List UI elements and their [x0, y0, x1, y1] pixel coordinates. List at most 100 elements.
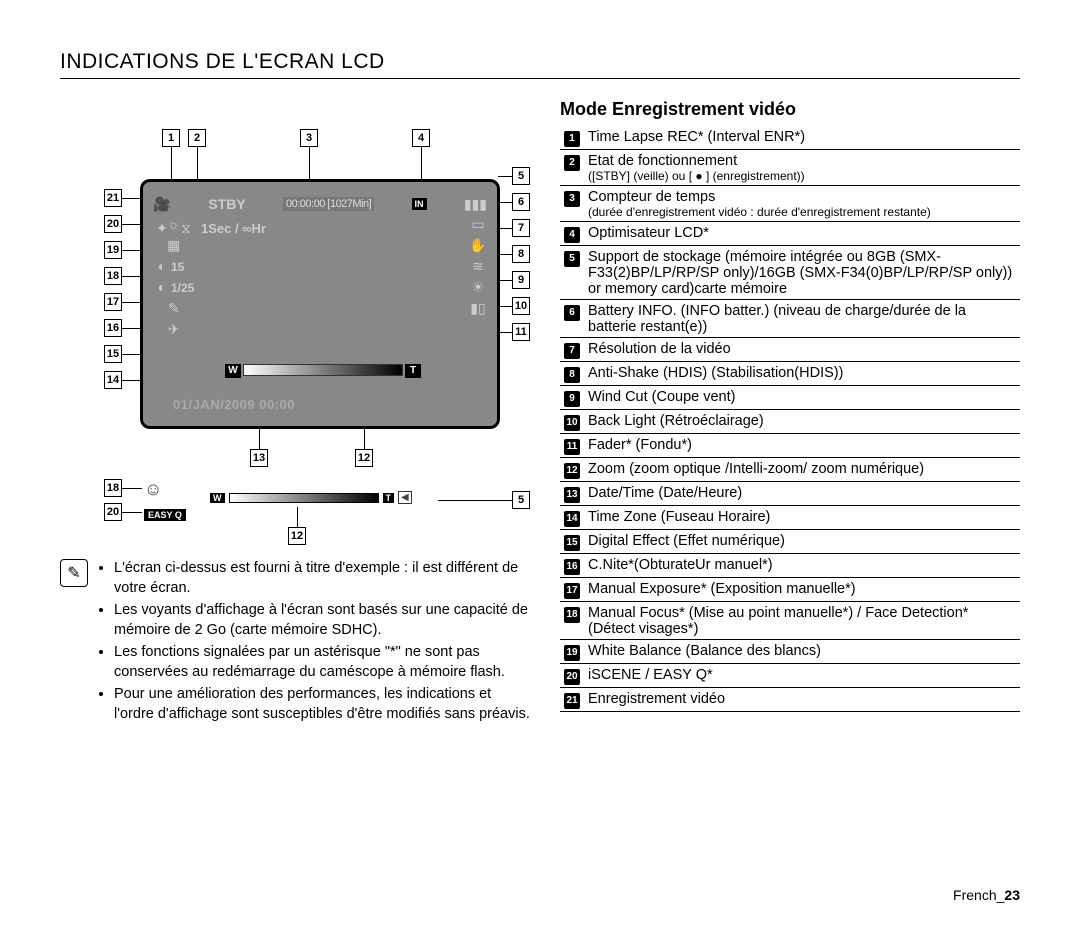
- leader: [498, 176, 512, 177]
- callout-4: 4: [412, 129, 430, 147]
- item-number-badge: 7: [564, 343, 580, 359]
- note-item: Les voyants d'affichage à l'écran sont b…: [114, 601, 530, 640]
- callout-13: 13: [250, 449, 268, 467]
- item-number-cell: 21: [560, 688, 584, 712]
- exposure-icon: ◐: [153, 258, 171, 274]
- item-number-badge: 19: [564, 645, 580, 661]
- item-number-badge: 3: [564, 191, 580, 207]
- time-counter: 00:00:00 [1027Min]: [283, 197, 374, 211]
- notes-list: L'écran ci-dessus est fourni à titre d'e…: [98, 559, 530, 728]
- item-text-cell: White Balance (Balance des blancs): [584, 640, 1020, 664]
- leader: [498, 332, 512, 333]
- item-text-cell: Fader* (Fondu*): [584, 434, 1020, 458]
- leader: [122, 250, 142, 251]
- mini-zoom-row: W T ◀: [210, 491, 412, 504]
- item-row: 13Date/Time (Date/Heure): [560, 482, 1020, 506]
- leader: [498, 202, 512, 203]
- item-text-cell: Zoom (zoom optique /Intelli-zoom/ zoom n…: [584, 458, 1020, 482]
- timelapse-text: 1Sec / ∞Hr: [201, 221, 266, 236]
- callout-3: 3: [300, 129, 318, 147]
- item-row: 5Support de stockage (mémoire intégrée o…: [560, 246, 1020, 300]
- leader: [122, 512, 142, 513]
- item-number-cell: 4: [560, 222, 584, 246]
- mf-icon: ▦: [153, 237, 194, 253]
- leader: [122, 276, 142, 277]
- item-row: 20iSCENE / EASY Q*: [560, 664, 1020, 688]
- stby-label: STBY: [208, 196, 245, 212]
- item-row: 14Time Zone (Fuseau Horaire): [560, 506, 1020, 530]
- item-text-cell: Battery INFO. (INFO batter.) (niveau de …: [584, 300, 1020, 338]
- item-number-badge: 9: [564, 391, 580, 407]
- leader: [122, 224, 142, 225]
- cnite-value: 15: [171, 260, 184, 274]
- item-row: 3Compteur de temps(durée d'enregistremen…: [560, 186, 1020, 222]
- callout-16: 16: [104, 319, 122, 337]
- exposure-row: ◐15: [153, 258, 194, 274]
- note-icon: ✎: [60, 559, 88, 587]
- item-row: 2Etat de fonctionnement([STBY] (veille) …: [560, 150, 1020, 186]
- leader: [122, 198, 142, 199]
- item-text-cell: Support de stockage (mémoire intégrée ou…: [584, 246, 1020, 300]
- leader: [498, 228, 512, 229]
- item-text-cell: Manual Exposure* (Exposition manuelle*): [584, 578, 1020, 602]
- shutter-value: 1/25: [171, 281, 194, 295]
- item-text-cell: Time Zone (Fuseau Horaire): [584, 506, 1020, 530]
- callout-20: 20: [104, 215, 122, 233]
- item-number-badge: 6: [564, 305, 580, 321]
- shutter-icon: ◐: [153, 279, 171, 295]
- fader-icon: ▮▯: [469, 300, 487, 316]
- callout-mini-20: 20: [104, 503, 122, 521]
- item-text-cell: Enregistrement vidéo: [584, 688, 1020, 712]
- item-text-cell: Manual Focus* (Mise au point manuelle*) …: [584, 602, 1020, 640]
- leader: [297, 507, 298, 527]
- item-subtext: ([STBY] (veille) ou [ ● ] (enregistremen…: [588, 169, 1016, 183]
- item-text-cell: iSCENE / EASY Q*: [584, 664, 1020, 688]
- item-text-cell: C.Nite*(ObturateUr manuel*): [584, 554, 1020, 578]
- item-number-badge: 18: [564, 607, 580, 623]
- lcd-screen: 🎥 STBY 00:00:00 [1027Min] IN ▮▮▮ ✦ ⧖ 1Se…: [140, 179, 500, 429]
- item-number-badge: 1: [564, 131, 580, 147]
- item-number-badge: 14: [564, 511, 580, 527]
- item-number-cell: 7: [560, 338, 584, 362]
- battery-icon: ▮▮▮: [464, 196, 487, 212]
- callout-17: 17: [104, 293, 122, 311]
- footer-lang: French: [953, 887, 997, 903]
- item-row: 12Zoom (zoom optique /Intelli-zoom/ zoom…: [560, 458, 1020, 482]
- callout-mini-12: 12: [288, 527, 306, 545]
- item-number-cell: 14: [560, 506, 584, 530]
- callout-11: 11: [512, 323, 530, 341]
- section-title: INDICATIONS DE L'ECRAN LCD: [60, 50, 1020, 79]
- mini-card-icon: ◀: [398, 491, 412, 504]
- item-number-cell: 16: [560, 554, 584, 578]
- item-row: 19White Balance (Balance des blancs): [560, 640, 1020, 664]
- item-number-cell: 18: [560, 602, 584, 640]
- res-icon: ▭: [469, 216, 487, 232]
- callout-mini-18: 18: [104, 479, 122, 497]
- leader: [498, 254, 512, 255]
- item-text-cell: Back Light (Rétroéclairage): [584, 410, 1020, 434]
- item-number-cell: 8: [560, 362, 584, 386]
- item-row: 4Optimisateur LCD*: [560, 222, 1020, 246]
- leader: [122, 380, 142, 381]
- leader: [122, 328, 142, 329]
- mode-title: Mode Enregistrement vidéo: [560, 99, 1020, 120]
- item-number-badge: 17: [564, 583, 580, 599]
- item-row: 7Résolution de la vidéo: [560, 338, 1020, 362]
- item-row: 6Battery INFO. (INFO batter.) (niveau de…: [560, 300, 1020, 338]
- item-row: 17Manual Exposure* (Exposition manuelle*…: [560, 578, 1020, 602]
- lcd-row-2: ✦ ⧖ 1Sec / ∞Hr: [153, 216, 487, 240]
- item-row: 16C.Nite*(ObturateUr manuel*): [560, 554, 1020, 578]
- callout-7: 7: [512, 219, 530, 237]
- note-item: Les fonctions signalées par un astérisqu…: [114, 643, 530, 682]
- mini-zoom-w: W: [210, 493, 225, 503]
- item-number-badge: 11: [564, 439, 580, 455]
- lcd-diagram: 1 2 3 4 5 6 7 8 9 10 11 21 20: [60, 119, 530, 539]
- callout-9: 9: [512, 271, 530, 289]
- item-number-badge: 4: [564, 227, 580, 243]
- item-number-badge: 21: [564, 693, 580, 709]
- item-number-cell: 17: [560, 578, 584, 602]
- item-text-cell: Date/Time (Date/Heure): [584, 482, 1020, 506]
- item-row: 10Back Light (Rétroéclairage): [560, 410, 1020, 434]
- item-row: 18Manual Focus* (Mise au point manuelle*…: [560, 602, 1020, 640]
- callout-15: 15: [104, 345, 122, 363]
